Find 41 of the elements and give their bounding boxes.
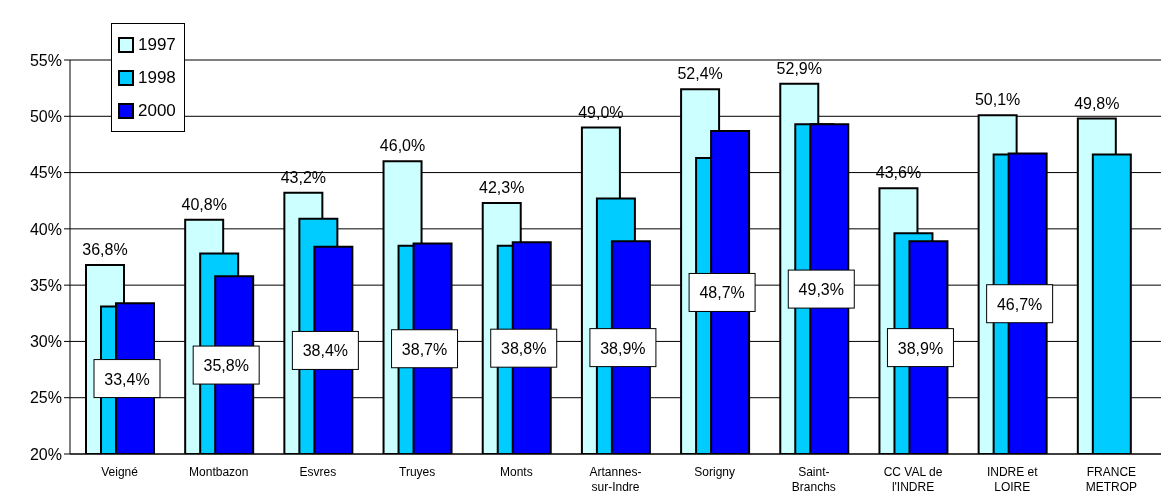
y-tick-label: 55% xyxy=(29,51,62,69)
data-label: 40,8% xyxy=(181,195,227,213)
data-label: 35,8% xyxy=(203,357,249,375)
data-label: 38,9% xyxy=(600,339,646,357)
data-label: 52,9% xyxy=(776,59,822,77)
data-label: 38,7% xyxy=(401,340,448,358)
y-tick-label: 40% xyxy=(29,220,62,238)
y-tick-label: 50% xyxy=(29,107,62,125)
data-label: 43,2% xyxy=(280,168,327,186)
x-tick-label: CC VAL de l'INDRE xyxy=(883,465,943,494)
legend-label: 1997 xyxy=(138,34,176,55)
data-label: 49,8% xyxy=(1074,94,1120,112)
y-tick-label: 45% xyxy=(29,164,62,182)
x-tick-label: Esvres xyxy=(299,465,337,479)
x-tick-label: Artannes-sur-Indre xyxy=(589,465,642,494)
data-label: 46,7% xyxy=(996,295,1043,313)
x-tick-label: Truyes xyxy=(399,465,436,479)
data-label: 38,4% xyxy=(302,342,349,360)
legend-label: 1998 xyxy=(138,67,176,88)
y-tick-label: 20% xyxy=(29,445,62,463)
data-label: 49,3% xyxy=(798,281,844,299)
data-label: 52,4% xyxy=(677,65,723,83)
data-label: 42,3% xyxy=(479,178,525,196)
y-tick-label: 25% xyxy=(29,389,62,407)
data-label: 46,0% xyxy=(379,137,426,155)
x-tick-label: Saint-Branchs xyxy=(791,465,836,494)
y-tick-label: 30% xyxy=(29,333,62,351)
data-label: 38,9% xyxy=(897,339,944,357)
x-tick-label: FRANCE METROP xyxy=(1085,465,1138,494)
data-label: 48,7% xyxy=(699,284,745,302)
data-label: 33,4% xyxy=(104,370,150,388)
data-label: 38,8% xyxy=(501,340,547,358)
x-tick-label: Veigné xyxy=(101,465,139,479)
data-label: 36,8% xyxy=(82,240,128,258)
x-tick-label: Sorigny xyxy=(694,465,736,479)
y-tick-label: 35% xyxy=(29,276,62,294)
x-tick-label: Monts xyxy=(499,465,533,479)
x-tick-label: Montbazon xyxy=(189,465,249,479)
data-label: 50,1% xyxy=(974,91,1021,109)
x-tick-label: INDRE et LOIRE xyxy=(986,465,1039,494)
legend-label: 2000 xyxy=(138,100,176,121)
